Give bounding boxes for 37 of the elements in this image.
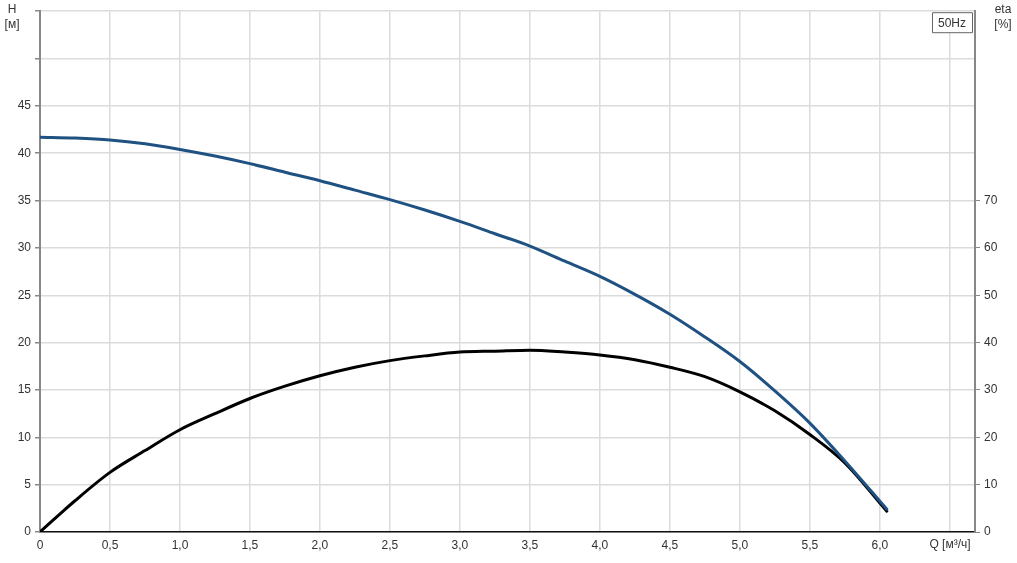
x-tick-label: 4,5 xyxy=(661,537,679,552)
y-tick-label: 35 xyxy=(17,192,32,207)
x-tick-label: 2,5 xyxy=(381,537,399,552)
y-tick-label: 10 xyxy=(17,429,32,444)
x-tick-label: 2,0 xyxy=(311,537,329,552)
y-axis-title: H [м] xyxy=(4,2,20,32)
y-tick-label: 0 xyxy=(24,524,32,539)
x-tick-label: 6,0 xyxy=(871,537,889,552)
y2-tick-label: 50 xyxy=(984,287,998,302)
y2-axis-title: eta [%] xyxy=(994,2,1012,32)
y-tick-label: 15 xyxy=(17,382,32,397)
y-tick-label: 40 xyxy=(17,145,32,160)
line-series xyxy=(40,348,889,532)
x-tick-label: 4,0 xyxy=(591,537,609,552)
y2-tick-label: 40 xyxy=(984,334,998,349)
y2-tick-label: 10 xyxy=(984,476,998,491)
annotation: 50Hz xyxy=(937,15,966,30)
y-tick-label: 20 xyxy=(17,334,32,349)
y2-tick-label: 60 xyxy=(984,240,998,255)
y2-tick-label: 0 xyxy=(984,524,991,539)
y2-tick-label: 30 xyxy=(984,382,998,397)
x-tick-label: 0,5 xyxy=(101,537,119,552)
x-tick-label: 3,5 xyxy=(521,537,539,552)
y-tick-label: 25 xyxy=(17,287,32,302)
y2-tick-label: 20 xyxy=(984,429,998,444)
x-tick-label: 3,0 xyxy=(451,537,469,552)
x-tick-label: 5,5 xyxy=(801,537,819,552)
x-tick-label: 1,5 xyxy=(241,537,259,552)
line-series xyxy=(40,135,889,511)
y-tick-label: 30 xyxy=(17,240,32,255)
x-tick-label: 5,0 xyxy=(731,537,749,552)
x-axis-title: Q [м³/ч] xyxy=(929,537,971,552)
y-tick-label: 45 xyxy=(17,98,32,113)
x-tick-label: 0 xyxy=(36,537,44,552)
y-tick-label: 5 xyxy=(24,476,32,491)
y2-tick-label: 70 xyxy=(984,192,998,207)
x-tick-label: 1,0 xyxy=(171,537,189,552)
